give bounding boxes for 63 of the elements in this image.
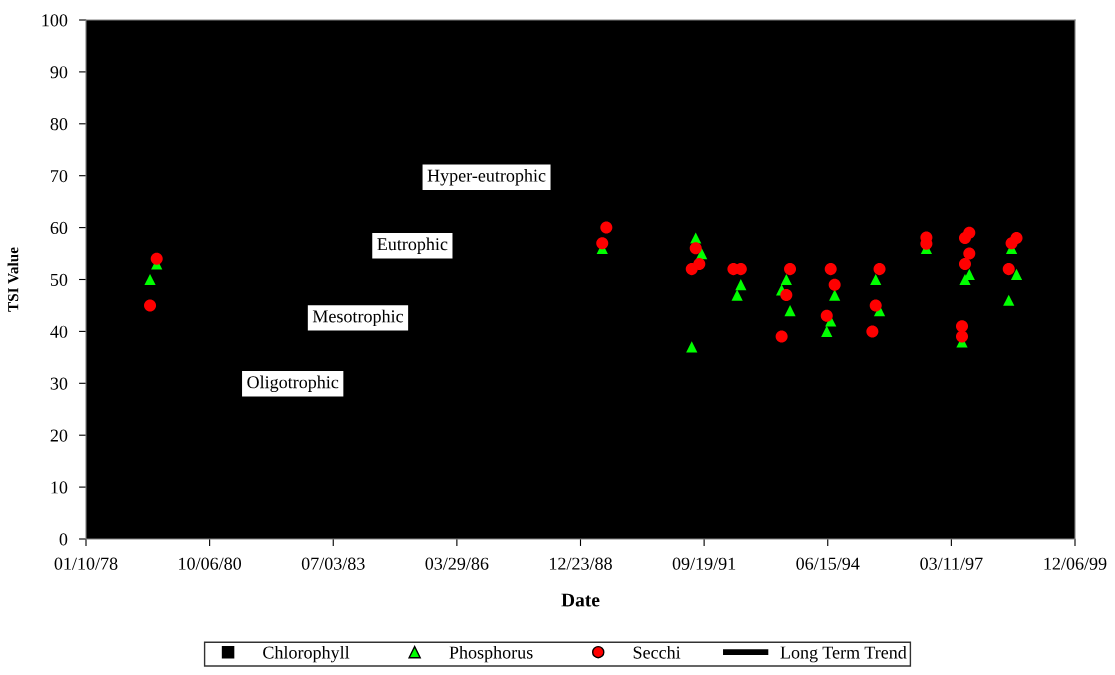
y-tick-label: 10 (51, 481, 68, 494)
point (693, 257, 706, 270)
point (784, 263, 797, 276)
legend-label: Phosphorus (449, 645, 533, 663)
point (144, 299, 157, 312)
legend-label: Secchi (633, 645, 681, 659)
point (731, 289, 743, 301)
point (1010, 231, 1023, 244)
annotation: Eutrophic (377, 237, 448, 254)
y-tick-label: 70 (51, 169, 68, 183)
point (866, 325, 879, 338)
point (955, 330, 969, 343)
point (824, 263, 837, 276)
point (775, 330, 788, 343)
point (820, 309, 833, 322)
point (828, 278, 841, 291)
point (1003, 294, 1015, 306)
y-tick-label: 40 (50, 325, 68, 338)
point (873, 263, 886, 276)
y-tick-label: 30 (50, 377, 68, 390)
y-tick-label: 20 (50, 429, 68, 442)
point (958, 257, 971, 270)
point (1010, 268, 1023, 280)
point (963, 226, 976, 239)
x-tick-label: 03/29/86 (425, 557, 489, 570)
x-tick-label: 09/19/91 (672, 557, 736, 570)
point (780, 273, 792, 286)
point (784, 305, 796, 317)
annotation: Hyper-eutrophic (427, 169, 546, 186)
x-tick-label: 12/23/88 (549, 557, 612, 570)
x-tick-label: 12/06/99 (1044, 557, 1107, 570)
point (829, 289, 841, 301)
x-axis-title: Date (561, 593, 600, 607)
legend-label: Long Term Trend (780, 645, 907, 663)
x-tick-label: 01/10/78 (54, 557, 118, 570)
y-tick-label: 90 (50, 66, 68, 79)
y-tick-label: 50 (50, 273, 68, 286)
annotation: Mesotrophic (312, 309, 404, 327)
x-tick-label: 07/03/83 (301, 557, 365, 570)
y-tick-label: 60 (50, 221, 68, 235)
point (955, 320, 969, 333)
point (870, 273, 882, 286)
point (821, 325, 833, 337)
x-tick-label: 10/06/80 (179, 557, 242, 570)
point (600, 221, 613, 234)
x-tick-label: 03/11/97 (920, 557, 983, 570)
point (150, 252, 163, 265)
point (689, 242, 702, 255)
point (144, 273, 156, 286)
point (735, 279, 747, 291)
annotation: Oligotrophic (247, 375, 339, 393)
point (963, 247, 976, 260)
y-tick-label: 100 (42, 14, 68, 27)
point (869, 299, 882, 312)
y-tick-label: 0 (59, 533, 68, 546)
point (596, 237, 609, 250)
y-tick-label: 80 (50, 118, 68, 131)
legend-label: Chlorophyll (263, 645, 350, 663)
x-tick-label: 06/15/94 (796, 557, 860, 570)
point (1002, 263, 1015, 276)
point (780, 289, 793, 302)
point (686, 341, 698, 353)
y-axis-title: TSI Value (7, 247, 19, 312)
